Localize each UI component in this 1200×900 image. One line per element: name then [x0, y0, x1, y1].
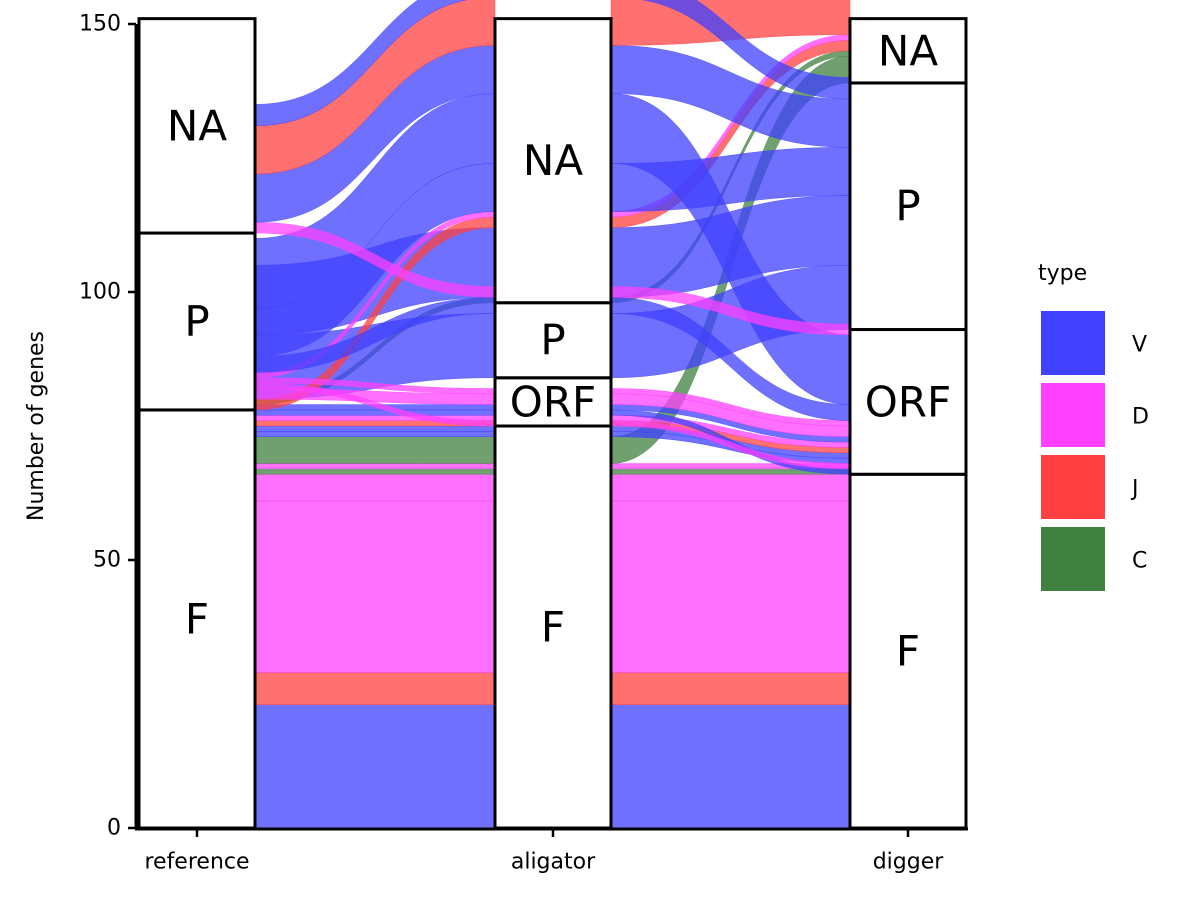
flow-c-4-segment-0	[254, 468, 496, 475]
legend-label-v: V	[1132, 333, 1147, 358]
flow-c-6-segment-0	[254, 436, 496, 464]
flow-d-2-segment-1	[610, 500, 851, 673]
legend-label-d: D	[1132, 405, 1149, 430]
legend-label-j: J	[1130, 477, 1139, 502]
flow-v-0-segment-1	[610, 704, 851, 829]
axis-layer: 0 50 100 150 reference aligator digger	[79, 12, 968, 875]
flow-v-0-segment-0	[254, 704, 496, 829]
y-axis-title: Number of genes	[24, 331, 49, 521]
flows-layer	[254, 0, 851, 829]
stratum-label-aligator-p: P	[540, 316, 565, 365]
legend-key-v	[1039, 309, 1107, 377]
stratum-digger-f	[848, 472, 968, 830]
y-tick-label-100: 100	[79, 280, 121, 305]
legend-key-j	[1039, 453, 1107, 521]
legend-key-d	[1039, 381, 1107, 449]
stratum-digger-orf	[848, 328, 968, 476]
strata-layer: F P NA F ORF P NA F ORF P NA	[137, 17, 968, 830]
y-tick-label-0: 0	[107, 816, 121, 841]
flow-d-5-segment-0	[254, 463, 496, 470]
stratum-digger-na	[848, 17, 968, 85]
flow-d-3-segment-0	[254, 473, 496, 502]
legend-key-c	[1039, 525, 1107, 593]
stratum-aligator-na	[493, 17, 613, 305]
flow-v-7-segment-0	[254, 431, 496, 437]
y-tick-label-50: 50	[93, 548, 121, 573]
stratum-aligator-orf	[493, 376, 613, 428]
flow-j-1-segment-0	[254, 672, 496, 705]
stratum-reference-f	[137, 408, 257, 830]
flow-v-27-segment-0	[254, 0, 469, 127]
stratum-label-aligator-f: F	[541, 603, 565, 652]
stratum-label-aligator-na: NA	[523, 136, 583, 185]
flow-d-2-segment-0	[254, 500, 496, 673]
stratum-label-digger-f: F	[896, 627, 920, 676]
x-tick-label-aligator: aligator	[511, 850, 596, 875]
stratum-label-reference-na: NA	[167, 101, 227, 150]
stratum-label-reference-p: P	[184, 297, 209, 346]
flow-v-11-segment-0	[254, 409, 496, 416]
stratum-label-digger-p: P	[895, 182, 920, 231]
stratum-label-digger-na: NA	[878, 26, 938, 75]
flow-d-3-segment-1	[610, 473, 851, 502]
y-tick-label-150: 150	[79, 12, 121, 37]
stratum-label-reference-f: F	[185, 594, 209, 643]
stratum-label-aligator-orf: ORF	[510, 377, 596, 426]
legend: type V D J C	[1038, 261, 1149, 593]
x-tick-label-digger: digger	[873, 850, 945, 875]
flow-v-8-segment-0	[254, 425, 496, 432]
stratum-reference-na	[137, 17, 257, 235]
flow-j-1-segment-1	[610, 672, 851, 705]
legend-label-c: C	[1132, 549, 1147, 574]
stratum-label-digger-orf: ORF	[865, 377, 951, 426]
stratum-reference-p	[137, 231, 257, 412]
legend-title: type	[1038, 261, 1087, 286]
x-tick-label-reference: reference	[144, 850, 249, 875]
